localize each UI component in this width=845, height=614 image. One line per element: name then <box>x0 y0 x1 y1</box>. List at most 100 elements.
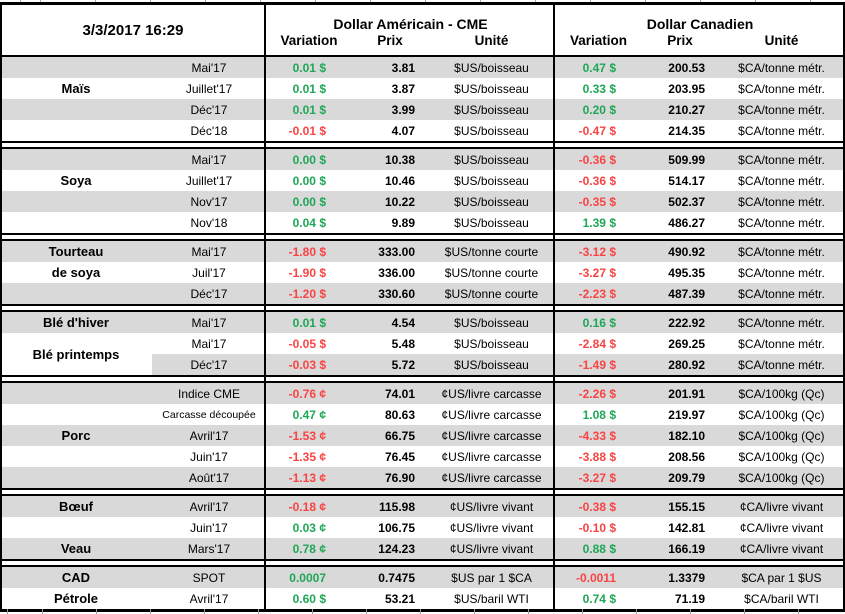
cell-month: Mars'17 <box>187 541 231 556</box>
cell-us-unite: $US/boisseau <box>454 173 529 188</box>
cell-us-unite: ¢US/livre carcasse <box>441 470 542 485</box>
row-band <box>0 354 845 375</box>
cell-ca-variation: -0.0011 <box>575 570 616 585</box>
cell-ca-unite: $CA/tonne métr. <box>738 60 825 75</box>
cell-ca-unite: ¢CA/livre vivant <box>739 520 824 535</box>
cell-us-prix: 76.90 <box>384 470 415 485</box>
cell-ca-unite: ¢CA/livre vivant <box>739 499 824 514</box>
cell-us-unite: $US/boisseau <box>454 315 529 330</box>
cell-us-unite: $US/boisseau <box>454 102 529 117</box>
cell-month: Mai'17 <box>191 244 227 259</box>
cell-us-prix: 124.23 <box>378 541 415 556</box>
cell-ca-prix: 166.19 <box>668 541 705 556</box>
cell-us-variation: -0.18 ¢ <box>288 499 326 514</box>
cell-us-prix: 333.00 <box>378 244 415 259</box>
cell-ca-variation: -0.47 $ <box>578 123 616 138</box>
cell-month: Nov'18 <box>190 215 228 230</box>
us-col-prix: Prix <box>377 33 403 48</box>
cell-us-variation: 0.00 $ <box>292 173 326 188</box>
cell-ca-unite: $CA/100kg (Qc) <box>738 386 825 401</box>
cell-ca-unite: $CA/tonne métr. <box>738 215 825 230</box>
row-label: Maïs <box>61 81 91 96</box>
cell-us-variation: 0.03 ¢ <box>292 520 326 535</box>
cell-us-unite: $US/baril WTI <box>454 591 529 606</box>
cell-ca-unite: ¢CA/livre vivant <box>739 541 824 556</box>
cell-month: Août'17 <box>188 470 230 485</box>
cell-ca-variation: -0.35 $ <box>578 194 616 209</box>
cell-us-variation: -1.35 ¢ <box>288 449 326 464</box>
column-divider-left <box>264 2 266 612</box>
row-band <box>0 312 845 333</box>
cell-us-prix: 5.72 <box>391 357 415 372</box>
cell-us-unite: ¢US/livre vivant <box>449 520 534 535</box>
cell-us-unite: $US/boisseau <box>454 123 529 138</box>
cell-ca-prix: 71.19 <box>674 591 705 606</box>
cell-ca-unite: $CA/100kg (Qc) <box>738 470 825 485</box>
cell-ca-unite: $CA/tonne métr. <box>738 102 825 117</box>
cell-ca-prix: 502.37 <box>668 194 705 209</box>
cell-us-variation: 0.47 ¢ <box>292 407 326 422</box>
cell-ca-prix: 514.17 <box>668 173 705 188</box>
cell-month: Déc'17 <box>190 357 228 372</box>
cell-us-unite: ¢US/livre carcasse <box>441 386 542 401</box>
cell-ca-prix: 222.92 <box>668 315 705 330</box>
cell-us-prix: 0.7475 <box>378 570 415 585</box>
cell-us-unite: $US/tonne courte <box>444 244 539 259</box>
cell-us-prix: 4.07 <box>391 123 415 138</box>
cell-ca-variation: -3.27 $ <box>578 470 616 485</box>
cell-month: Juin'17 <box>190 520 228 535</box>
cell-ca-unite: $CA/100kg (Qc) <box>738 407 825 422</box>
cell-ca-prix: 495.35 <box>668 265 705 280</box>
cell-us-prix: 3.99 <box>391 102 415 117</box>
cell-us-prix: 3.87 <box>391 81 415 96</box>
cell-month: Déc'18 <box>190 123 228 138</box>
cell-ca-prix: 142.81 <box>668 520 705 535</box>
cell-month: Nov'17 <box>190 194 228 209</box>
cell-month: Juillet'17 <box>185 81 233 96</box>
cell-ca-variation: -0.36 $ <box>578 152 616 167</box>
cell-ca-unite: $CA/tonne métr. <box>738 315 825 330</box>
cell-month: Avril'17 <box>189 499 229 514</box>
cell-us-unite: $US/tonne courte <box>444 265 539 280</box>
top-gridline-strip <box>0 0 845 2</box>
cell-ca-unite: $CA/tonne métr. <box>738 81 825 96</box>
cell-ca-prix: 486.27 <box>668 215 705 230</box>
cell-ca-prix: 209.79 <box>668 470 705 485</box>
cell-month: Mai'17 <box>191 336 227 351</box>
column-divider-mid <box>553 2 555 612</box>
cell-us-unite: $US/boisseau <box>454 152 529 167</box>
cell-ca-prix: 490.92 <box>668 244 705 259</box>
cell-month: Avril'17 <box>189 428 229 443</box>
cell-ca-unite: $CA/100kg (Qc) <box>738 428 825 443</box>
section-boeuf-veau: Bœuf Avril'17 -0.18 ¢ 115.98 ¢US/livre vivan… <box>0 494 845 561</box>
cell-us-variation: -0.76 ¢ <box>288 386 326 401</box>
cell-us-unite: ¢US/livre carcasse <box>441 407 542 422</box>
cell-ca-prix: 509.99 <box>668 152 705 167</box>
cell-us-unite: $US/boisseau <box>454 81 529 96</box>
cell-us-prix: 10.22 <box>384 194 415 209</box>
cell-us-unite: $US/boisseau <box>454 60 529 75</box>
cell-ca-prix: 208.56 <box>668 449 705 464</box>
cell-us-prix: 115.98 <box>378 499 415 514</box>
row-band <box>0 241 845 262</box>
cell-us-variation: 0.01 $ <box>292 81 326 96</box>
section-ble: Blé d'hiver Mai'17 0.01 $ 4.54 $US/boisseau 0… <box>0 310 845 377</box>
cell-us-variation: -0.05 $ <box>288 336 326 351</box>
bottom-gridline-strip <box>0 609 845 614</box>
us-col-variation: Variation <box>280 33 338 48</box>
ca-title: Dollar Canadien <box>646 16 754 32</box>
table-border-right <box>843 2 845 612</box>
cell-us-unite: $US/boisseau <box>454 194 529 209</box>
cell-us-prix: 330.60 <box>378 286 415 301</box>
cell-ca-prix: 201.91 <box>668 386 705 401</box>
cell-us-prix: 336.00 <box>378 265 415 280</box>
row-band <box>0 425 845 446</box>
cell-us-prix: 10.46 <box>384 173 415 188</box>
us-subheaders: Variation Prix Unité <box>266 33 555 48</box>
cell-ca-variation: 0.20 $ <box>582 102 616 117</box>
cell-us-unite: $US/boisseau <box>454 215 529 230</box>
cell-ca-variation: 0.74 $ <box>582 591 616 606</box>
cell-us-prix: 74.01 <box>384 386 415 401</box>
cell-us-unite: ¢US/livre carcasse <box>441 449 542 464</box>
cell-ca-unite: $CA/tonne métr. <box>738 336 825 351</box>
